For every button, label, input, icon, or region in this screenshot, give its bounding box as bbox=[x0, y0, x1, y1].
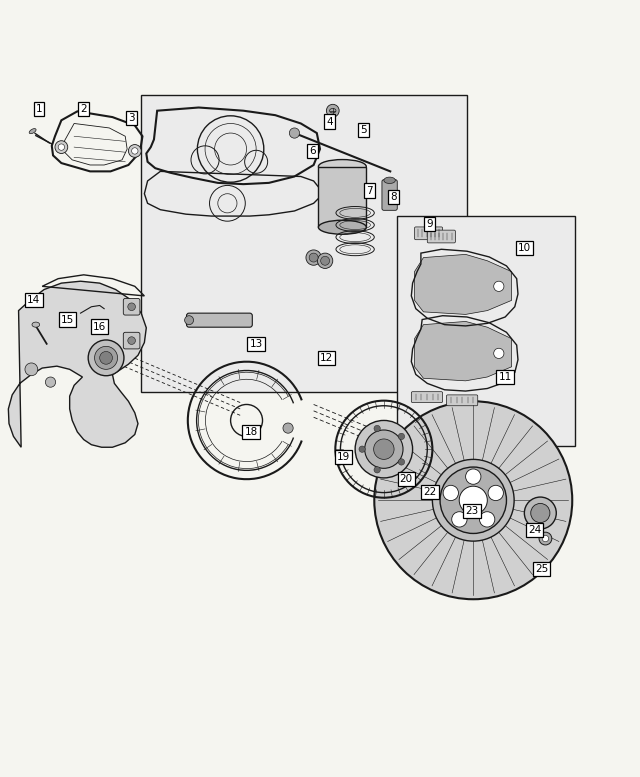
Text: 23: 23 bbox=[465, 506, 479, 516]
Polygon shape bbox=[8, 281, 147, 448]
Polygon shape bbox=[415, 322, 511, 381]
Circle shape bbox=[440, 467, 506, 534]
FancyBboxPatch shape bbox=[428, 230, 456, 243]
Circle shape bbox=[359, 446, 365, 452]
Circle shape bbox=[321, 256, 330, 265]
Circle shape bbox=[365, 430, 403, 469]
Circle shape bbox=[374, 439, 394, 459]
Text: 3: 3 bbox=[128, 113, 135, 124]
Circle shape bbox=[129, 145, 141, 157]
Polygon shape bbox=[141, 95, 467, 392]
Circle shape bbox=[524, 497, 556, 529]
Polygon shape bbox=[397, 216, 575, 446]
Text: 1: 1 bbox=[36, 104, 42, 113]
Text: 15: 15 bbox=[61, 315, 74, 325]
Ellipse shape bbox=[330, 109, 336, 113]
Circle shape bbox=[306, 250, 321, 265]
Text: 9: 9 bbox=[426, 219, 433, 228]
Circle shape bbox=[128, 303, 136, 311]
Circle shape bbox=[100, 351, 113, 364]
Circle shape bbox=[542, 535, 548, 542]
Circle shape bbox=[128, 336, 136, 344]
Text: 24: 24 bbox=[528, 525, 541, 535]
Circle shape bbox=[374, 401, 572, 599]
Text: 25: 25 bbox=[535, 563, 548, 573]
Circle shape bbox=[488, 486, 504, 500]
Circle shape bbox=[95, 347, 118, 369]
Circle shape bbox=[374, 425, 380, 432]
Circle shape bbox=[355, 420, 413, 478]
Text: 10: 10 bbox=[518, 243, 531, 253]
Circle shape bbox=[452, 512, 467, 527]
Circle shape bbox=[398, 434, 404, 440]
Ellipse shape bbox=[29, 129, 36, 134]
Circle shape bbox=[45, 377, 56, 387]
Text: 22: 22 bbox=[423, 487, 436, 497]
Ellipse shape bbox=[184, 315, 193, 325]
Circle shape bbox=[460, 486, 487, 514]
FancyBboxPatch shape bbox=[415, 227, 443, 239]
Circle shape bbox=[58, 144, 65, 150]
FancyBboxPatch shape bbox=[382, 179, 397, 211]
Circle shape bbox=[289, 128, 300, 138]
Ellipse shape bbox=[319, 159, 366, 173]
Circle shape bbox=[466, 469, 481, 484]
Circle shape bbox=[531, 503, 550, 523]
Circle shape bbox=[443, 486, 458, 500]
Ellipse shape bbox=[384, 177, 396, 183]
Text: 20: 20 bbox=[399, 474, 413, 484]
Circle shape bbox=[479, 512, 495, 527]
Text: 2: 2 bbox=[81, 104, 87, 113]
Text: 12: 12 bbox=[320, 353, 333, 363]
Circle shape bbox=[88, 340, 124, 376]
Circle shape bbox=[55, 141, 68, 154]
Text: 5: 5 bbox=[360, 125, 367, 135]
FancyBboxPatch shape bbox=[412, 392, 443, 402]
Text: 14: 14 bbox=[28, 295, 40, 305]
Ellipse shape bbox=[32, 322, 40, 327]
Text: 6: 6 bbox=[309, 146, 316, 156]
Circle shape bbox=[25, 363, 38, 376]
Text: 13: 13 bbox=[250, 339, 263, 349]
Text: 19: 19 bbox=[337, 452, 350, 462]
Circle shape bbox=[309, 253, 318, 262]
FancyBboxPatch shape bbox=[186, 313, 252, 327]
Circle shape bbox=[326, 104, 339, 117]
Text: 16: 16 bbox=[93, 322, 106, 332]
Text: 11: 11 bbox=[499, 372, 512, 382]
Circle shape bbox=[539, 532, 552, 545]
Text: 4: 4 bbox=[326, 117, 333, 127]
Ellipse shape bbox=[319, 220, 366, 235]
Circle shape bbox=[317, 253, 333, 268]
FancyBboxPatch shape bbox=[124, 333, 140, 349]
FancyBboxPatch shape bbox=[319, 166, 366, 227]
Circle shape bbox=[398, 458, 404, 465]
Circle shape bbox=[132, 148, 138, 154]
Text: 8: 8 bbox=[390, 192, 397, 202]
Polygon shape bbox=[415, 254, 511, 315]
Text: 7: 7 bbox=[367, 186, 373, 196]
Polygon shape bbox=[65, 124, 127, 165]
Text: 18: 18 bbox=[244, 427, 258, 437]
Circle shape bbox=[283, 423, 293, 434]
Circle shape bbox=[493, 348, 504, 358]
Circle shape bbox=[374, 467, 380, 473]
FancyBboxPatch shape bbox=[447, 395, 477, 406]
Circle shape bbox=[433, 459, 514, 541]
FancyBboxPatch shape bbox=[124, 298, 140, 315]
Circle shape bbox=[493, 281, 504, 291]
